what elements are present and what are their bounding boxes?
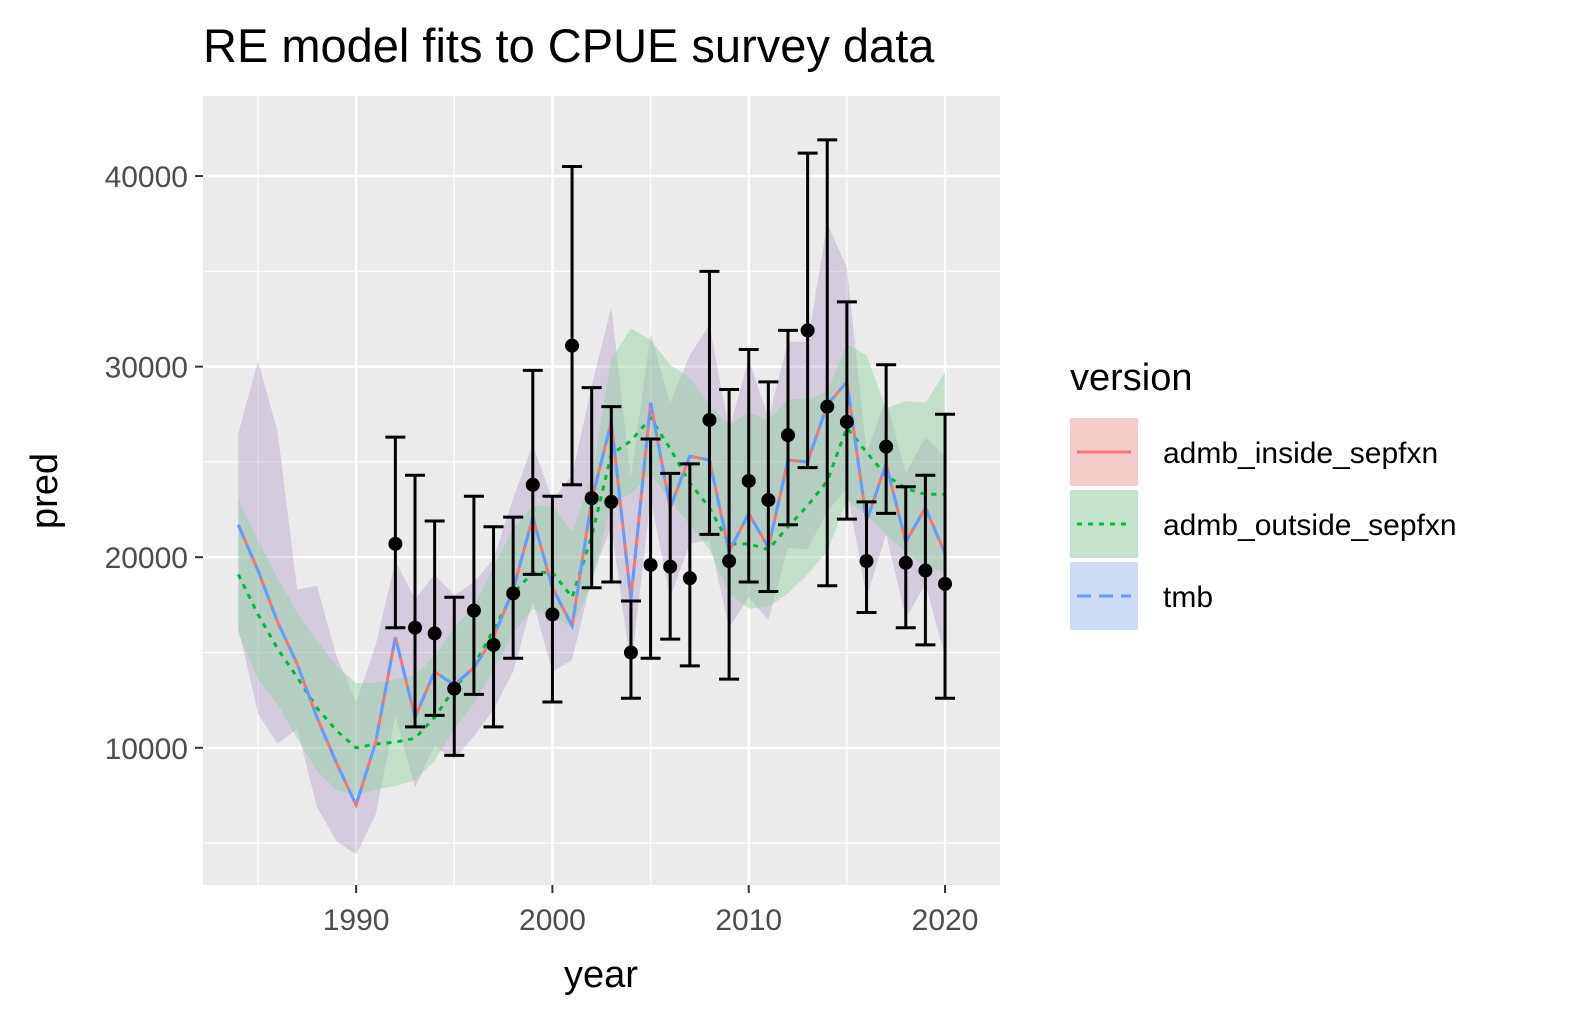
- data-point: [466, 603, 481, 618]
- data-point: [663, 559, 678, 574]
- chart-title: RE model fits to CPUE survey data: [203, 19, 935, 72]
- observation-2002: [581, 386, 602, 590]
- data-point: [918, 563, 933, 578]
- observation-1995: [444, 595, 465, 757]
- legend-item-admb-outside-sepfxn: admb_outside_sepfxn: [1070, 490, 1457, 558]
- data-point: [623, 645, 638, 660]
- observation-1999: [522, 368, 543, 576]
- y-tick-label: 40000: [105, 161, 188, 194]
- legend-title: version: [1070, 357, 1193, 399]
- x-axis-title: year: [564, 954, 638, 996]
- observation-2017: [876, 363, 897, 515]
- observation-2012: [777, 328, 798, 527]
- data-point: [545, 607, 560, 622]
- data-point: [643, 557, 658, 572]
- plot-panel: [203, 96, 1000, 885]
- legend-label: admb_inside_sepfxn: [1163, 437, 1438, 470]
- observation-2014: [817, 138, 838, 588]
- observation-2015: [836, 300, 857, 521]
- x-tick-label: 2020: [912, 904, 979, 937]
- observation-2018: [895, 485, 916, 630]
- data-point: [584, 491, 599, 506]
- observations: [385, 138, 956, 757]
- x-tick-label: 1990: [323, 904, 390, 937]
- observation-1992: [385, 435, 406, 630]
- observation-2003: [601, 405, 622, 584]
- observation-2005: [640, 437, 661, 660]
- y-axis-title: pred: [24, 453, 66, 529]
- data-point: [506, 586, 521, 601]
- data-point: [780, 428, 795, 443]
- y-axis: 10000 20000 30000 40000: [105, 161, 203, 766]
- data-point: [722, 554, 737, 569]
- data-point: [800, 323, 815, 338]
- data-point: [525, 477, 540, 492]
- legend: version admb_inside_sepfxn admb_outside_s…: [1070, 357, 1457, 630]
- observation-2007: [679, 462, 700, 668]
- observation-1997: [483, 525, 504, 729]
- observation-2008: [699, 269, 720, 536]
- data-point: [879, 439, 894, 454]
- data-point: [741, 473, 756, 488]
- data-point: [820, 399, 835, 414]
- observation-1998: [503, 515, 524, 660]
- data-point: [761, 493, 776, 508]
- observation-2010: [738, 347, 759, 584]
- y-tick-label: 30000: [105, 352, 188, 385]
- observation-2001: [562, 165, 583, 487]
- observation-2009: [719, 387, 740, 681]
- observation-2011: [758, 380, 779, 594]
- observation-2013: [797, 151, 818, 470]
- data-point: [486, 637, 501, 652]
- data-point: [427, 626, 442, 641]
- data-point: [682, 571, 697, 586]
- legend-label: admb_outside_sepfxn: [1163, 509, 1457, 542]
- observation-2006: [660, 471, 681, 641]
- data-point: [408, 620, 423, 635]
- data-point: [839, 414, 854, 429]
- data-point: [604, 494, 619, 509]
- series-line-admb-outside-sepfxn: [236, 415, 945, 750]
- legend-item-admb-inside-sepfxn: admb_inside_sepfxn: [1070, 418, 1438, 486]
- observation-1994: [424, 519, 445, 717]
- y-tick-label: 10000: [105, 733, 188, 766]
- data-point: [859, 554, 874, 569]
- observation-2020: [935, 412, 956, 700]
- observation-1996: [463, 494, 484, 696]
- observation-2000: [542, 494, 563, 704]
- data-point: [702, 412, 717, 427]
- legend-item-tmb: tmb: [1070, 562, 1213, 630]
- x-tick-label: 2000: [519, 904, 586, 937]
- data-point: [898, 555, 913, 570]
- legend-label: tmb: [1163, 581, 1213, 614]
- data-point: [938, 576, 953, 591]
- x-tick-label: 2010: [715, 904, 782, 937]
- observation-1993: [405, 473, 426, 729]
- x-axis: 1990 2000 2010 2020: [323, 885, 979, 937]
- observation-2004: [620, 599, 641, 700]
- observation-2016: [856, 500, 877, 614]
- y-tick-label: 20000: [105, 542, 188, 575]
- data-point: [388, 536, 403, 551]
- data-point: [565, 338, 580, 353]
- data-point: [447, 681, 462, 696]
- observation-2019: [915, 473, 936, 647]
